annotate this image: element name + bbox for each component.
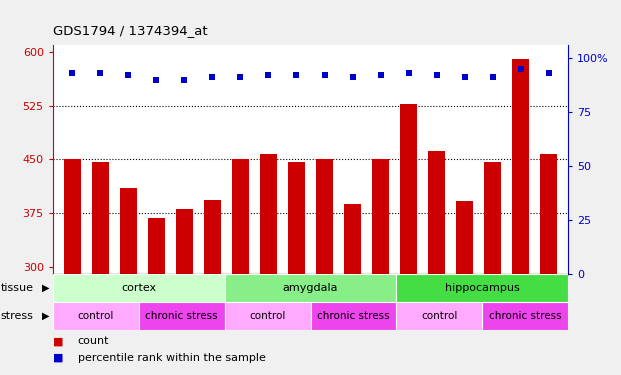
Bar [225, 274, 396, 302]
Bar [483, 302, 568, 330]
Text: ▶: ▶ [42, 283, 50, 293]
Bar [288, 162, 305, 274]
Text: control: control [421, 311, 458, 321]
Text: amygdala: amygdala [283, 283, 338, 293]
Bar [232, 159, 249, 274]
Bar [53, 302, 138, 330]
Bar [396, 302, 483, 330]
Text: control: control [78, 311, 114, 321]
Bar [148, 218, 165, 274]
Text: cortex: cortex [121, 283, 156, 293]
Text: chronic stress: chronic stress [317, 311, 390, 321]
Text: stress: stress [1, 311, 34, 321]
Bar [260, 154, 277, 274]
Text: GDS1794 / 1374394_at: GDS1794 / 1374394_at [53, 24, 207, 38]
Bar [176, 209, 193, 274]
Bar [372, 159, 389, 274]
Bar [400, 104, 417, 274]
Bar [225, 302, 310, 330]
Bar [540, 154, 557, 274]
Text: control: control [250, 311, 286, 321]
Bar [512, 59, 529, 274]
Text: ■: ■ [53, 353, 63, 363]
Text: hippocampus: hippocampus [445, 283, 520, 293]
Text: chronic stress: chronic stress [489, 311, 561, 321]
Text: ■: ■ [53, 336, 63, 346]
Bar [456, 201, 473, 274]
Text: count: count [78, 336, 109, 346]
Bar [64, 159, 81, 274]
Bar [120, 188, 137, 274]
Text: tissue: tissue [1, 283, 34, 293]
Bar [138, 302, 225, 330]
Bar [204, 200, 221, 274]
Bar [316, 159, 333, 274]
Text: ▶: ▶ [42, 311, 50, 321]
Text: percentile rank within the sample: percentile rank within the sample [78, 353, 266, 363]
Bar [344, 204, 361, 274]
Bar [92, 162, 109, 274]
Bar [53, 274, 225, 302]
Bar [484, 162, 501, 274]
Text: chronic stress: chronic stress [145, 311, 218, 321]
Bar [310, 302, 396, 330]
Bar [428, 151, 445, 274]
Bar [396, 274, 568, 302]
